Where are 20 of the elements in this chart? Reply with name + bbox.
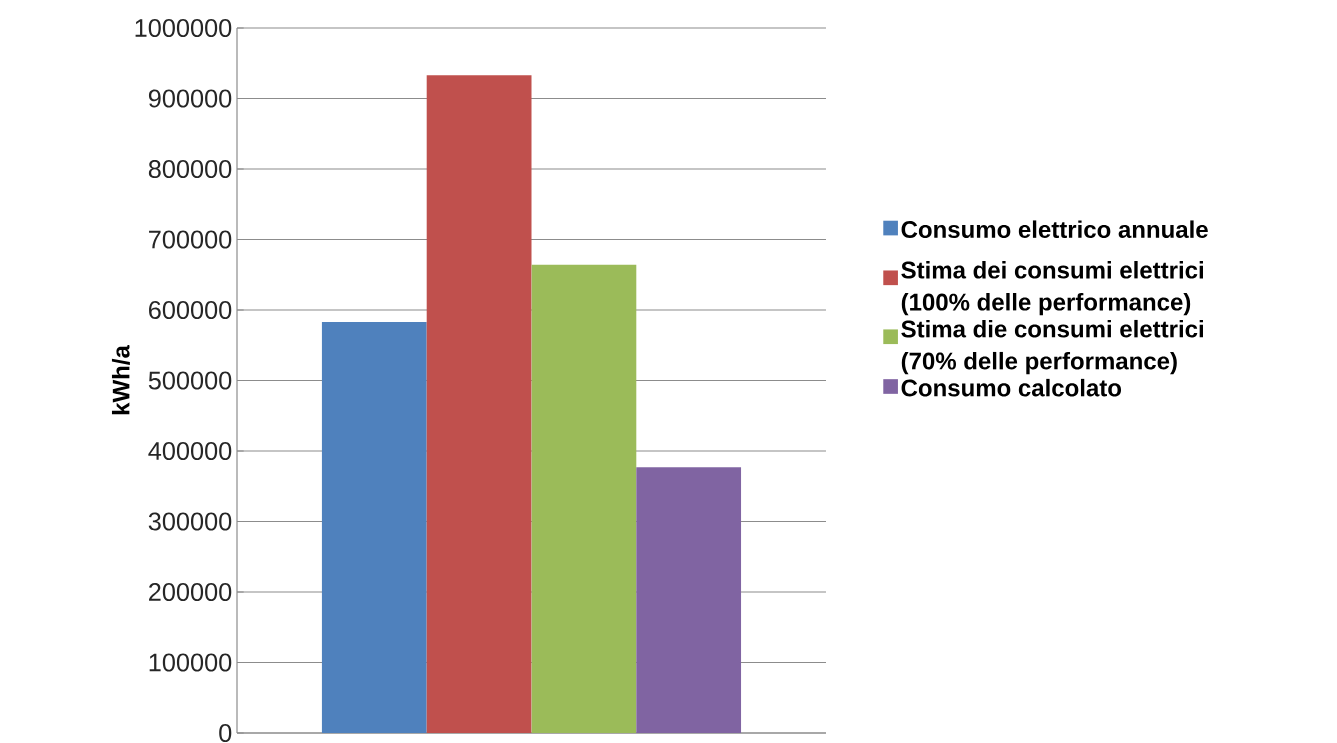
y-tick-label: 400000 <box>148 442 232 460</box>
y-axis-title: kWh/a <box>111 344 130 415</box>
y-tick-label: 600000 <box>149 301 232 319</box>
y-tick-label: 700000 <box>149 230 232 249</box>
bar <box>426 75 532 733</box>
bar <box>636 467 742 733</box>
y-tick-label: 500000 <box>148 371 232 390</box>
legend-label: Consumo calcolato <box>901 378 1122 397</box>
legend-label: Stima dei consumi elettrici (100% delle performance) <box>901 260 1203 316</box>
y-tick-label: 0 <box>219 724 232 742</box>
y-tick-label: 900000 <box>148 89 232 108</box>
y-tick-label: 800000 <box>148 160 232 178</box>
y-tick-label: 100000 <box>149 653 232 672</box>
bar <box>321 321 427 733</box>
legend-label: Stima die consumi elettrici (70% delle performance) <box>901 319 1203 375</box>
y-tick-label: 300000 <box>148 512 232 531</box>
legend-label: Consumo elettrico annuale <box>901 220 1208 239</box>
y-tick-label: 1000000 <box>135 19 232 37</box>
y-tick-label: 200000 <box>149 583 232 601</box>
bar <box>531 264 637 733</box>
